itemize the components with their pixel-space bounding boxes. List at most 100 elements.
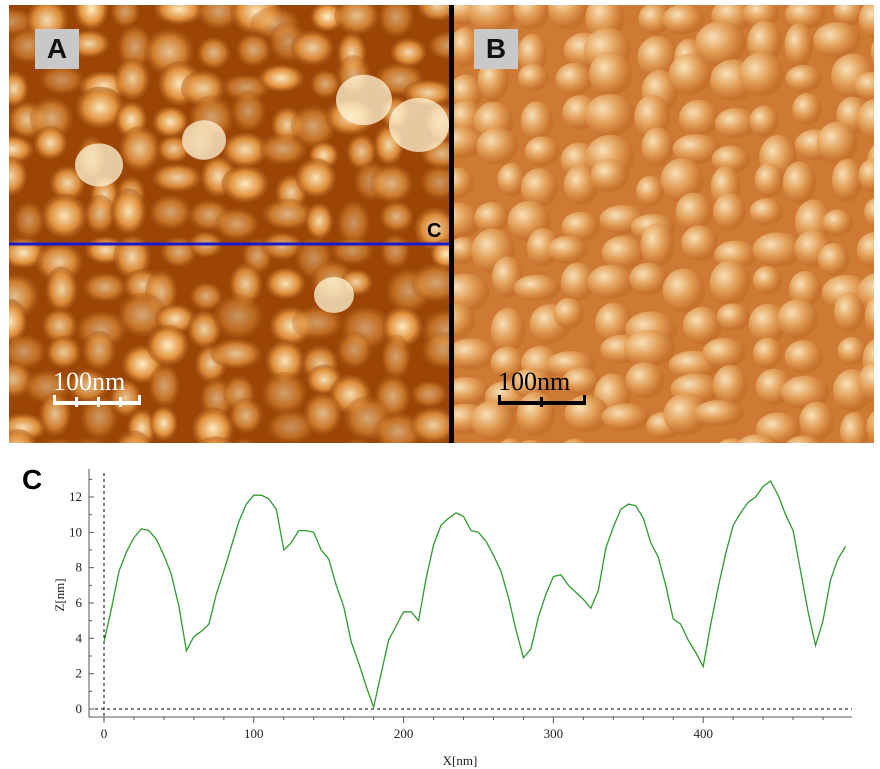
scale-tick [75, 397, 78, 407]
afm-phase-image-b: B 100nm [454, 5, 874, 443]
y-tick-label: 2 [76, 666, 83, 681]
grain [346, 134, 377, 170]
scale-tick [540, 397, 543, 407]
grain [310, 69, 341, 99]
grain [265, 267, 306, 300]
grain [262, 198, 314, 230]
grain [584, 93, 636, 138]
grain [682, 306, 722, 345]
grain [9, 334, 47, 369]
grain [864, 296, 874, 336]
grain [501, 438, 521, 443]
grain [42, 308, 78, 343]
grain [636, 175, 665, 207]
grain [490, 308, 526, 353]
grain [266, 409, 315, 443]
grain [213, 293, 264, 339]
grain [513, 5, 550, 30]
scale-label-b: 100nm [498, 367, 571, 396]
grain [231, 90, 266, 132]
grain [660, 158, 704, 203]
grain [454, 167, 474, 199]
grain [380, 234, 410, 269]
scale-tick [583, 395, 586, 405]
grain [80, 395, 118, 439]
grain [265, 340, 305, 382]
grain [709, 260, 751, 306]
grain [421, 331, 449, 369]
scale-tick [498, 395, 501, 405]
grain [588, 52, 633, 97]
grain [414, 207, 449, 251]
grain [113, 235, 151, 279]
y-axis-label: Z[nm] [52, 578, 67, 611]
afm-height-map [9, 5, 449, 443]
grain [520, 168, 559, 208]
grain [13, 201, 45, 240]
grain [786, 435, 822, 443]
grain [149, 194, 192, 230]
grain [678, 99, 720, 137]
bright-grain [336, 74, 392, 126]
grain [716, 303, 750, 331]
scale-tick [138, 395, 141, 405]
grain [41, 193, 87, 239]
grain [295, 158, 337, 198]
grain [454, 27, 481, 68]
grain [857, 361, 874, 402]
grain [777, 299, 819, 339]
y-tick-label: 10 [69, 524, 82, 539]
grain [291, 306, 344, 340]
scale-tick [97, 397, 100, 407]
grain [813, 22, 862, 59]
grain [84, 194, 116, 234]
grain [833, 292, 865, 333]
grain [154, 5, 205, 25]
grain [148, 364, 180, 408]
grain [259, 133, 307, 165]
panel-label-c: C [22, 464, 43, 495]
grain [378, 5, 415, 38]
x-tick-label: 400 [693, 726, 713, 741]
grain [640, 222, 675, 268]
grain [737, 434, 779, 443]
grain [490, 346, 525, 379]
grain [785, 5, 826, 30]
x-tick-label: 300 [544, 726, 564, 741]
grain [857, 98, 874, 141]
grain [468, 5, 519, 34]
grain [702, 337, 746, 369]
grain [662, 5, 705, 35]
grain [74, 5, 109, 30]
grain [476, 127, 519, 165]
grain [471, 400, 515, 441]
grain [152, 106, 189, 138]
grain [347, 437, 369, 443]
grain [411, 380, 448, 408]
panel-label-b: B [474, 29, 518, 69]
grain [553, 297, 584, 329]
grain [290, 105, 336, 148]
grain [115, 430, 152, 443]
bright-grain [182, 120, 226, 160]
y-tick-label: 12 [69, 489, 82, 504]
grain [587, 264, 635, 300]
grain [454, 302, 476, 339]
grain [117, 292, 167, 337]
grain [336, 331, 372, 369]
grain [75, 86, 125, 129]
grain [520, 101, 554, 142]
grain [837, 336, 868, 366]
grain [839, 412, 869, 443]
grain [711, 145, 751, 174]
grain [196, 436, 235, 443]
grain [560, 262, 596, 302]
scale-label-a: 100nm [53, 367, 126, 396]
x-tick-label: 0 [101, 726, 108, 741]
grain [109, 379, 142, 417]
grain [564, 438, 587, 443]
grain [675, 192, 713, 232]
grain [477, 59, 509, 103]
bright-grain [75, 143, 123, 187]
grain [390, 37, 427, 67]
